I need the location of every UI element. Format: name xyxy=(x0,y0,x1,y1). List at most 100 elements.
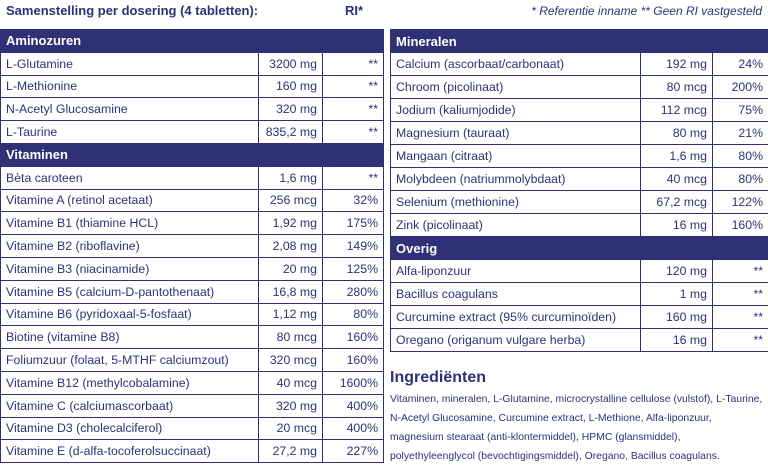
name-cell: Vitamine B1 (thiamine HCL) xyxy=(1,212,259,235)
legend: * Referentie inname ** Geen RI vastgeste… xyxy=(531,4,762,18)
name-cell: Jodium (kaliumjodide) xyxy=(391,99,641,122)
ri-cell: ** xyxy=(713,283,768,306)
ingredients-text: Vitaminen, mineralen, L-Glutamine, micro… xyxy=(390,390,766,466)
section-title: Overig xyxy=(391,237,768,260)
amount-cell: 20 mcg xyxy=(259,417,323,440)
row: Vitamine E (d-alfa-tocoferolsuccinaat)27… xyxy=(1,440,384,463)
ri-cell: 75% xyxy=(713,99,768,122)
name-cell: Bèta caroteen xyxy=(1,166,259,189)
ri-cell: 32% xyxy=(323,189,384,212)
ri-cell: ** xyxy=(323,98,384,121)
ri-cell: 200% xyxy=(713,76,768,99)
amount-cell: 320 mg xyxy=(259,98,323,121)
amount-cell: 835,2 mg xyxy=(259,121,323,144)
name-cell: Alfa-liponzuur xyxy=(391,260,641,283)
name-cell: Chroom (picolinaat) xyxy=(391,76,641,99)
ri-cell: ** xyxy=(713,329,768,352)
ri-cell: 24% xyxy=(713,53,768,76)
name-cell: Oregano (origanum vulgare herba) xyxy=(391,329,641,352)
amount-cell: 160 mg xyxy=(641,306,713,329)
ri-cell: 80% xyxy=(713,145,768,168)
name-cell: Biotine (vitamine B8) xyxy=(1,326,259,349)
amount-cell: 1,6 mg xyxy=(259,166,323,189)
name-cell: Molybdeen (natriummolybdaat) xyxy=(391,168,641,191)
amount-cell: 16,8 mg xyxy=(259,280,323,303)
title: Samenstelling per dosering (4 tabletten)… xyxy=(6,3,258,18)
name-cell: Mangaan (citraat) xyxy=(391,145,641,168)
ri-cell: ** xyxy=(323,52,384,75)
name-cell: N-Acetyl Glucosamine xyxy=(1,98,259,121)
name-cell: Vitamine B5 (calcium-D-pantothenaat) xyxy=(1,280,259,303)
ri-cell: 400% xyxy=(323,394,384,417)
amount-cell: 1,12 mg xyxy=(259,303,323,326)
row: Oregano (origanum vulgare herba)16 mg** xyxy=(391,329,768,352)
amount-cell: 2,08 mg xyxy=(259,235,323,258)
ri-cell: ** xyxy=(323,75,384,98)
name-cell: Vitamine B6 (pyridoxaal-5-fosfaat) xyxy=(1,303,259,326)
amount-cell: 3200 mg xyxy=(259,52,323,75)
ri-cell: ** xyxy=(323,166,384,189)
ri-cell: 160% xyxy=(323,326,384,349)
section-header-row: Vitaminen xyxy=(1,143,384,166)
amount-cell: 20 mg xyxy=(259,257,323,280)
ri-cell: ** xyxy=(713,306,768,329)
section-header-row: Aminozuren xyxy=(1,30,384,53)
amount-cell: 40 mcg xyxy=(259,371,323,394)
ri-cell: ** xyxy=(713,260,768,283)
amount-cell: 256 mcg xyxy=(259,189,323,212)
amount-cell: 80 mcg xyxy=(641,76,713,99)
section-title: Mineralen xyxy=(391,30,768,53)
ri-cell: 160% xyxy=(323,349,384,372)
amount-cell: 67,2 mcg xyxy=(641,191,713,214)
name-cell: L-Glutamine xyxy=(1,52,259,75)
amount-cell: 1,92 mg xyxy=(259,212,323,235)
amount-cell: 16 mg xyxy=(641,214,713,237)
amount-cell: 27,2 mg xyxy=(259,440,323,463)
ri-cell: 80% xyxy=(713,168,768,191)
ri-cell: 21% xyxy=(713,122,768,145)
amount-cell: 112 mcg xyxy=(641,99,713,122)
amount-cell: 16 mg xyxy=(641,329,713,352)
name-cell: Vitamine B2 (riboflavine) xyxy=(1,235,259,258)
name-cell: Selenium (methionine) xyxy=(391,191,641,214)
name-cell: Foliumzuur (folaat, 5-MTHF calciumzout) xyxy=(1,349,259,372)
ri-cell: ** xyxy=(323,121,384,144)
name-cell: Zink (picolinaat) xyxy=(391,214,641,237)
amount-cell: 320 mcg xyxy=(259,349,323,372)
amount-cell: 320 mg xyxy=(259,394,323,417)
name-cell: Vitamine B12 (methylcobalamine) xyxy=(1,371,259,394)
name-cell: Bacillus coagulans xyxy=(391,283,641,306)
section-header-row: Mineralen xyxy=(391,30,768,53)
section-title: Vitaminen xyxy=(1,143,384,166)
row: Vitamine B5 (calcium-D-pantothenaat)16,8… xyxy=(1,280,384,303)
section-title: Aminozuren xyxy=(1,30,384,53)
name-cell: Vitamine C (calciumascorbaat) xyxy=(1,394,259,417)
ri-cell: 175% xyxy=(323,212,384,235)
amount-cell: 1,6 mg xyxy=(641,145,713,168)
name-cell: L-Taurine xyxy=(1,121,259,144)
ingredients-title: Ingrediënten xyxy=(390,369,486,387)
name-cell: Calcium (ascorbaat/carbonaat) xyxy=(391,53,641,76)
name-cell: L-Methionine xyxy=(1,75,259,98)
name-cell: Magnesium (tauraat) xyxy=(391,122,641,145)
ri-cell: 122% xyxy=(713,191,768,214)
row: Vitamine B6 (pyridoxaal-5-fosfaat)1,12 m… xyxy=(1,303,384,326)
row: Curcumine extract (95% curcuminoïden)160… xyxy=(391,306,768,329)
